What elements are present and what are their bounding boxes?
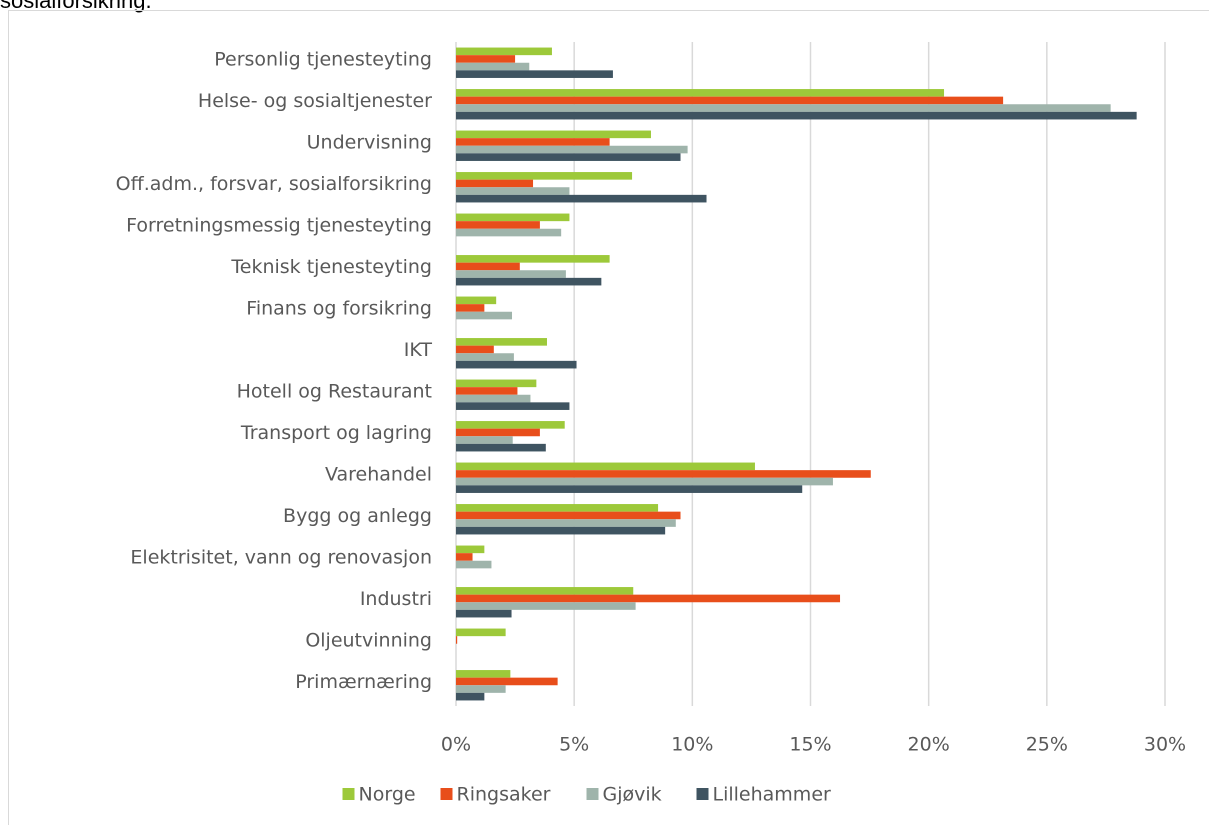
bar [456, 138, 610, 146]
bar [456, 587, 634, 595]
bar [456, 130, 651, 139]
bar [456, 511, 681, 520]
bar [456, 485, 803, 493]
bar [456, 96, 1004, 105]
bar [456, 628, 506, 637]
bar [456, 477, 833, 486]
bar [456, 594, 841, 603]
bar [456, 187, 570, 195]
legend-label: Gjøvik [603, 784, 662, 806]
bar [456, 421, 565, 429]
bar [456, 545, 485, 554]
bar [456, 677, 558, 686]
legend-swatch [586, 788, 599, 800]
y-tick-label: Forretningsmessig tjenesteyting [126, 214, 432, 236]
bar [456, 602, 636, 610]
bar [456, 262, 520, 271]
chart-border [8, 10, 1209, 825]
y-tick-label: Varehandel [325, 463, 432, 485]
bar [456, 255, 610, 263]
bar [456, 360, 577, 369]
y-tick-label: Industri [360, 588, 432, 610]
bar [456, 172, 633, 180]
x-tick-label: 20% [908, 734, 950, 756]
bar [456, 228, 562, 237]
y-tick-label: Undervisning [307, 131, 432, 153]
bar [456, 402, 570, 410]
bar [456, 685, 506, 693]
bar [456, 270, 566, 278]
bar [456, 394, 531, 403]
bar [456, 104, 1111, 112]
y-tick-label: Finans og forsikring [246, 297, 432, 319]
y-tick-label: Transport og lagring [240, 422, 432, 444]
bar [456, 470, 871, 478]
bar [456, 311, 513, 320]
legend-swatch [696, 788, 709, 800]
y-tick-label: Off.adm., forsvar, sosialforsikring [116, 173, 432, 195]
bar [456, 428, 540, 437]
y-tick-label: Personlig tjenesteyting [214, 48, 432, 70]
bar [456, 62, 530, 71]
bar [456, 560, 492, 569]
bar [456, 89, 945, 97]
y-tick-label: Bygg og anlegg [283, 505, 432, 527]
bar [456, 519, 676, 527]
bar [456, 692, 485, 701]
y-tick-label: IKT [404, 339, 433, 361]
bar [456, 443, 546, 452]
legend-label: Lillehammer [713, 784, 832, 806]
bar [456, 304, 485, 312]
y-tick-label: Hotell og Restaurant [237, 380, 432, 402]
bar [456, 462, 755, 471]
bar [456, 504, 659, 512]
bar [456, 194, 707, 203]
bar [456, 379, 537, 388]
bar [456, 111, 1137, 120]
bar [456, 47, 552, 56]
bar [456, 436, 513, 444]
bar [456, 179, 534, 188]
bar [456, 553, 473, 561]
legend-swatch [440, 788, 453, 800]
bar [456, 277, 602, 286]
x-tick-label: 25% [1026, 734, 1068, 756]
y-tick-label: Helse- og sosialtjenester [198, 90, 432, 112]
x-tick-label: 5% [559, 734, 589, 756]
x-tick-label: 0% [441, 734, 471, 756]
bar [456, 145, 688, 154]
bar [456, 70, 613, 78]
bar [456, 296, 497, 305]
y-tick-label: Teknisk tjenesteyting [230, 256, 432, 278]
x-tick-label: 15% [789, 734, 831, 756]
bar [456, 153, 681, 161]
bar [456, 609, 512, 618]
bar [456, 55, 516, 63]
legend-swatch [342, 788, 355, 800]
x-tick-label: 30% [1144, 734, 1186, 756]
y-tick-label: Elektrisitet, vann og renovasjon [130, 546, 432, 568]
legend-label: Ringsaker [457, 784, 551, 806]
bar [456, 636, 458, 644]
x-tick-label: 10% [671, 734, 713, 756]
bar [456, 526, 666, 535]
legend-label: Norge [359, 784, 416, 806]
bar [456, 221, 540, 229]
y-tick-label: Oljeutvinning [305, 629, 432, 651]
bar [456, 353, 514, 361]
y-tick-label: Primærnæring [295, 671, 432, 693]
bar [456, 213, 570, 222]
bar [456, 345, 494, 354]
bar [456, 387, 518, 395]
bar [456, 338, 547, 346]
chart-title: sosialforsikring. [0, 0, 152, 13]
bar [456, 670, 511, 678]
